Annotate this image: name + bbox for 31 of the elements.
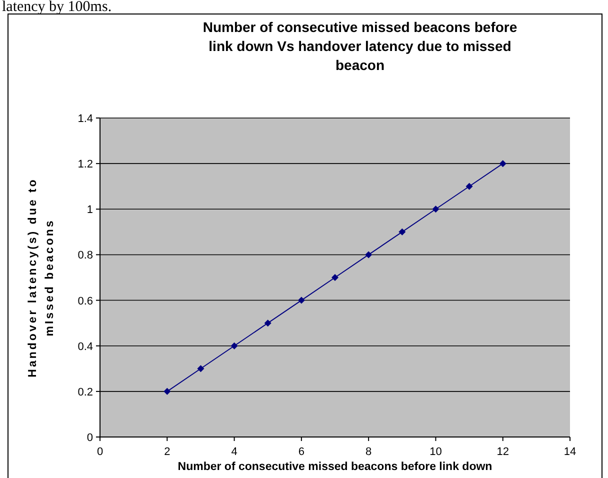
y-tick-label: 0.4 bbox=[78, 340, 93, 353]
y-tick-label: 0.6 bbox=[78, 295, 93, 308]
y-tick-label: 1.4 bbox=[78, 113, 93, 125]
point bbox=[332, 274, 338, 281]
x-tick-label: 0 bbox=[96, 446, 104, 458]
x-tick-label: 6 bbox=[298, 446, 304, 458]
point bbox=[264, 320, 272, 327]
chart-title: Number of consecutive missed beacons before link down Vs handover latency due to missed beacon bbox=[202, 19, 518, 73]
point bbox=[230, 342, 238, 350]
y-tick-label: 1 bbox=[86, 204, 93, 216]
point bbox=[432, 206, 440, 213]
point bbox=[398, 228, 406, 236]
point bbox=[298, 296, 305, 304]
x-tick-label: 10 bbox=[430, 446, 442, 458]
y-tick-label: 1.2 bbox=[78, 158, 93, 171]
x-tick-label: 8 bbox=[366, 446, 372, 458]
x-tick-label: 4 bbox=[231, 446, 238, 458]
y-tick-label: 0.8 bbox=[78, 250, 93, 262]
text: latency by 100ms. bbox=[2, 0, 112, 15]
point bbox=[499, 160, 506, 168]
point bbox=[197, 365, 204, 372]
point bbox=[164, 388, 171, 395]
x-tick-label: 12 bbox=[496, 446, 509, 458]
y-tick-label: 0.2 bbox=[78, 386, 93, 398]
x-tick-label: 14 bbox=[564, 446, 576, 458]
y-axis-title: Handover latency(s) due to mIssed beacons bbox=[27, 178, 56, 378]
x-axis-title: Number of consecutive missed beacons before link down bbox=[178, 461, 492, 473]
x-tick-label: 2 bbox=[164, 446, 170, 458]
y-tick-label: 0 bbox=[86, 432, 93, 444]
point bbox=[466, 182, 473, 190]
point bbox=[365, 251, 372, 258]
